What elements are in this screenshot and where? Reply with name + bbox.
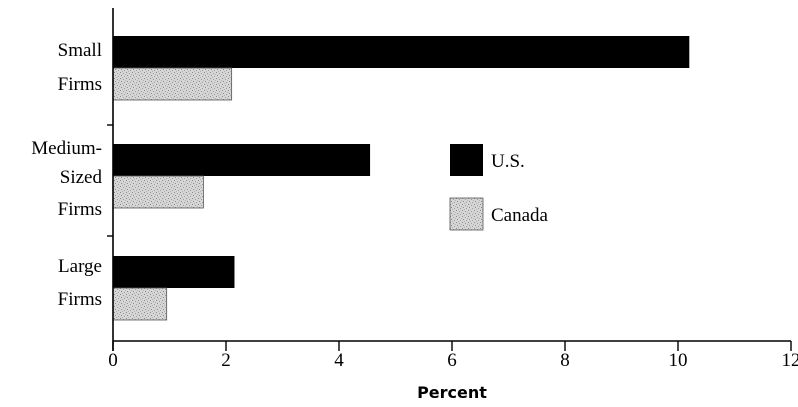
bar-us-2 [113,256,235,288]
bar-us-0 [113,36,690,68]
x-tick-label: 8 [560,350,570,371]
labels-layer: 0 2 4 6 8 10 12 Percent Small Firms Medium-Sized Fi… [31,40,798,402]
legend-label-us: U.S. [491,151,525,172]
legend-label-canada: Canada [491,205,549,226]
category-label-1: Medium-Sized Firms [31,138,102,220]
category-label-2: Large Firms [58,256,102,310]
bar-canada-0 [112,67,233,101]
bars-layer [112,36,690,321]
x-tick-label: 2 [221,350,231,371]
x-tick-label: 4 [334,350,344,371]
x-tick-label: 6 [447,350,457,371]
bar-canada-2 [112,287,168,321]
x-tick-label: 12 [782,350,798,371]
legend: U.S. Canada [449,144,549,231]
x-tick-label: 0 [108,350,118,371]
axes-layer [107,8,792,351]
legend-swatch-us [450,144,483,176]
bar-canada-1 [112,175,204,209]
bar-us-1 [113,144,371,176]
x-axis-label: Percent [417,383,487,402]
legend-swatch-canada [449,197,484,231]
category-label-0: Small Firms [58,40,102,95]
x-tick-label: 10 [669,350,688,371]
